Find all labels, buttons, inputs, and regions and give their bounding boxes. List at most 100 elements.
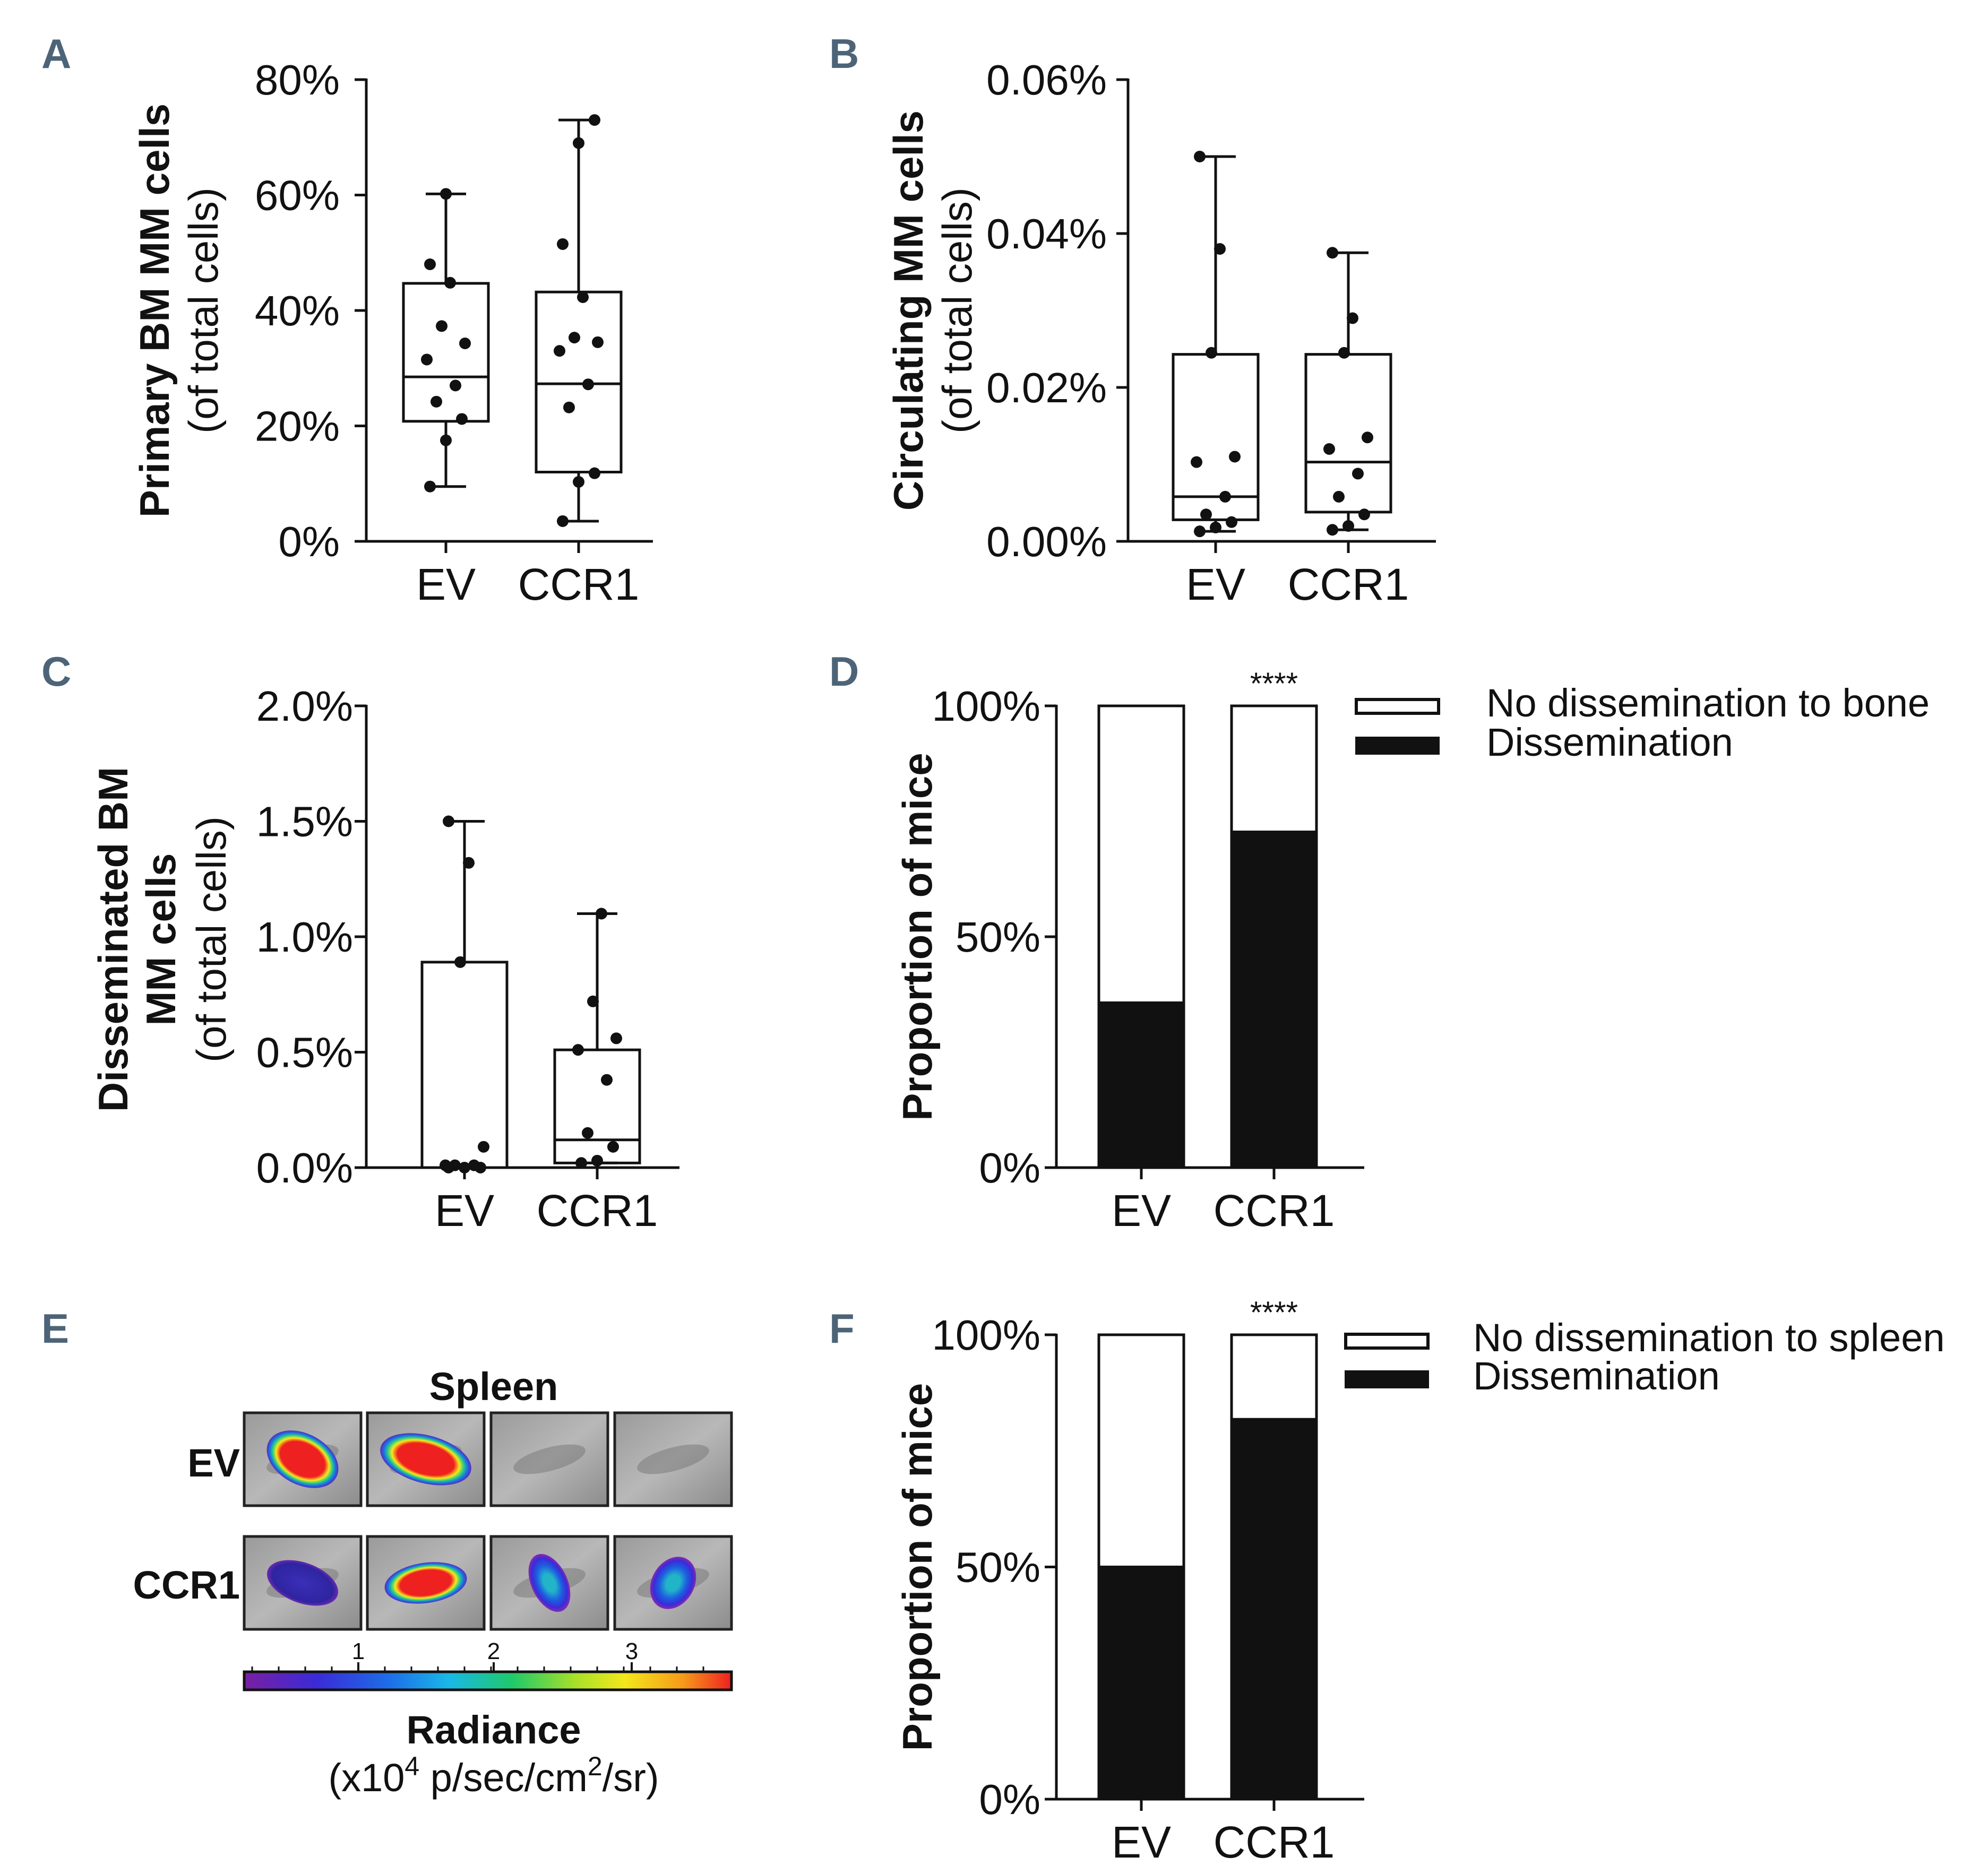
data-point [444,277,456,289]
legend-label-no-dissemination: No dissemination to bone [1486,681,1930,725]
panel-letter-e: E [41,1305,69,1352]
x-tick-label-ev: EV [1112,1186,1171,1236]
data-point [1327,247,1338,259]
radiance-title: Radiance [406,1708,581,1752]
y-tick-label: 0% [979,1776,1040,1823]
x-tick-label-ccr1: CCR1 [537,1186,658,1236]
y-tick-label: 0.02% [986,364,1107,411]
y-axis-title: Primary BM MM cells [131,103,178,517]
data-point [478,1141,489,1153]
bioluminescence-signal [650,1557,696,1609]
data-point [589,467,600,479]
data-point [440,188,452,200]
y-tick-label: 0% [979,1144,1040,1191]
y-tick-label: 1.5% [256,798,353,845]
data-point [468,1159,480,1171]
y-tick-label: 0.5% [256,1029,353,1076]
colorbar-tick-label: 1 [352,1638,365,1664]
panel-letter-a: A [41,30,71,77]
panel-letter-d: D [829,648,859,695]
radiance-unit-part: (x10 [328,1756,405,1800]
x-tick-label-ccr1: CCR1 [518,559,640,609]
bar-ccr1-dissemination [1230,831,1318,1169]
y-tick-label: 40% [255,287,340,334]
data-point [431,395,442,408]
data-point [424,258,436,270]
box-ccr1 [1304,353,1392,514]
data-point [1191,456,1202,468]
data-point [1333,490,1345,503]
data-point [582,378,594,391]
data-point [1323,443,1335,455]
y-axis-title: Proportion of mice [894,753,941,1120]
legend-swatch-dissemination [1345,1370,1429,1388]
data-point [577,291,589,303]
significance-marker: **** [1250,1296,1298,1330]
legend-label-dissemination: Dissemination [1473,1354,1720,1398]
box-ccr1 [553,1048,641,1164]
data-point [592,336,604,348]
data-point [1219,490,1231,503]
y-axis-subtitle: (of total cells) [180,187,227,434]
y-tick-label: 100% [932,1311,1040,1359]
data-point [440,434,452,446]
data-point [440,1159,451,1171]
data-point [454,956,466,968]
bar-ccr1-no-dissemination [1230,704,1318,834]
bar-ev-no-dissemination [1097,1333,1185,1568]
box-ev [1172,353,1260,521]
spleen-silhouette [513,1444,586,1474]
bar-ev-no-dissemination [1097,704,1185,1004]
y-axis-title-line2: MM cells [137,853,184,1025]
data-point [421,353,433,366]
radiance-unit-part: p/sec/cm [419,1756,588,1800]
bioluminescence-signal [266,1430,339,1488]
bar-ev-dissemination [1097,1001,1185,1169]
data-point [456,413,468,425]
colorbar-tick-label: 3 [625,1638,638,1664]
legend-swatch-dissemination [1355,737,1440,755]
legend-label-no-dissemination: No dissemination to spleen [1473,1316,1945,1360]
data-point [601,1074,613,1086]
box-ev [420,961,509,1169]
radiance-unit-part: 2 [588,1751,603,1781]
y-tick-label: 0.00% [986,518,1107,565]
spleen-silhouette [637,1444,709,1474]
bar-ev-dissemination [1097,1566,1185,1801]
y-axis-title-line1: Disseminated BM [90,767,136,1112]
x-tick-label-ccr1: CCR1 [1288,559,1409,609]
data-point [573,476,584,488]
data-point [1347,312,1358,324]
data-point [1338,347,1350,359]
data-point [1226,516,1237,528]
data-point [1194,151,1206,162]
bioluminescence-signal [380,1433,471,1486]
x-tick-label-ev: EV [1112,1817,1171,1867]
data-point [1358,508,1370,521]
data-point [596,908,607,920]
data-point [575,1157,587,1169]
y-tick-label: 50% [956,1544,1040,1591]
y-axis-title: Proportion of mice [894,1383,941,1751]
row-label-ev: EV [187,1441,240,1485]
data-point [1327,524,1338,536]
data-point [1200,508,1212,521]
box-ccr1 [535,290,623,473]
y-tick-label: 0.04% [986,210,1107,257]
data-point [1210,521,1221,533]
spleen-image-tile [613,1411,733,1507]
data-point [573,137,584,149]
data-point [610,1032,622,1044]
colorbar [243,1670,733,1691]
y-axis-title: Circulating MM cells [885,110,932,511]
y-tick-label: 20% [255,403,340,450]
data-point [443,815,454,827]
bioluminescence-signal [384,1562,467,1604]
y-tick-label: 0.06% [986,56,1107,103]
data-point [1214,243,1226,255]
y-axis-subtitle: (of total cells) [188,816,235,1063]
box-ev [402,282,490,423]
data-point [450,379,461,392]
data-point [557,515,569,527]
y-tick-label: 1.0% [256,913,353,961]
